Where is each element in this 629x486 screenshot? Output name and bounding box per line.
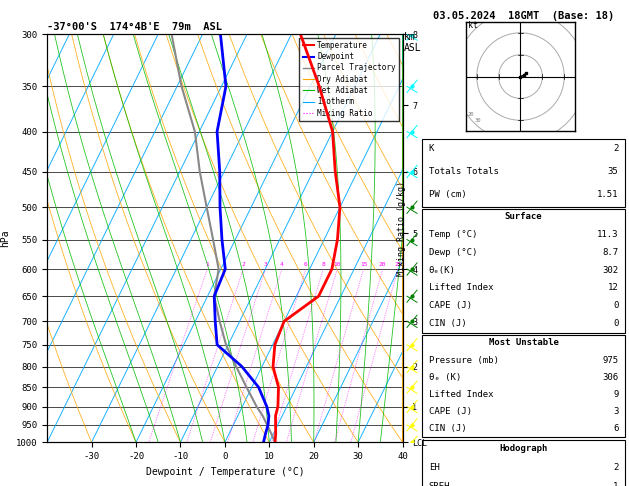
Text: 30: 30 xyxy=(474,119,481,123)
X-axis label: Dewpoint / Temperature (°C): Dewpoint / Temperature (°C) xyxy=(145,467,304,477)
Text: 11.3: 11.3 xyxy=(597,230,618,239)
Text: Totals Totals: Totals Totals xyxy=(429,167,499,176)
Text: CAPE (J): CAPE (J) xyxy=(429,406,472,416)
Text: 9: 9 xyxy=(613,389,618,399)
Text: PW (cm): PW (cm) xyxy=(429,190,467,199)
Text: 3: 3 xyxy=(613,406,618,416)
Text: 3: 3 xyxy=(264,262,267,267)
Text: Surface: Surface xyxy=(505,212,542,222)
Text: 2: 2 xyxy=(242,262,245,267)
Text: Temp (°C): Temp (°C) xyxy=(429,230,477,239)
Text: Mixing Ratio (g/kg): Mixing Ratio (g/kg) xyxy=(397,181,406,276)
Text: 1.51: 1.51 xyxy=(597,190,618,199)
Text: θₑ(K): θₑ(K) xyxy=(429,265,455,275)
Text: 6: 6 xyxy=(613,423,618,433)
Text: 20: 20 xyxy=(379,262,386,267)
Text: kt: kt xyxy=(468,21,478,31)
Text: Hodograph: Hodograph xyxy=(499,444,548,453)
Text: 12: 12 xyxy=(608,283,618,292)
Text: 35: 35 xyxy=(608,167,618,176)
Text: 6: 6 xyxy=(304,262,308,267)
Text: 15: 15 xyxy=(360,262,367,267)
Legend: Temperature, Dewpoint, Parcel Trajectory, Dry Adiabat, Wet Adiabat, Isotherm, Mi: Temperature, Dewpoint, Parcel Trajectory… xyxy=(299,38,399,121)
Text: ASL: ASL xyxy=(404,43,421,53)
Bar xyxy=(423,209,625,333)
Bar xyxy=(423,139,625,207)
Bar xyxy=(423,440,625,486)
Bar xyxy=(423,335,625,437)
Text: CIN (J): CIN (J) xyxy=(429,319,467,328)
Text: Pressure (mb): Pressure (mb) xyxy=(429,355,499,364)
Text: 0: 0 xyxy=(613,301,618,310)
Text: θₑ (K): θₑ (K) xyxy=(429,372,461,382)
Text: 03.05.2024  18GMT  (Base: 18): 03.05.2024 18GMT (Base: 18) xyxy=(433,11,615,21)
Text: EH: EH xyxy=(429,463,440,472)
Text: CAPE (J): CAPE (J) xyxy=(429,301,472,310)
Text: 2: 2 xyxy=(613,463,618,472)
Text: 2: 2 xyxy=(613,144,618,153)
Text: 1: 1 xyxy=(613,482,618,486)
Text: 8.7: 8.7 xyxy=(603,248,618,257)
Text: Lifted Index: Lifted Index xyxy=(429,389,493,399)
Y-axis label: hPa: hPa xyxy=(1,229,11,247)
Text: CIN (J): CIN (J) xyxy=(429,423,467,433)
Text: km: km xyxy=(404,32,416,42)
Text: 25: 25 xyxy=(394,262,402,267)
Text: 1: 1 xyxy=(206,262,209,267)
Text: -37°00'S  174°4B'E  79m  ASL: -37°00'S 174°4B'E 79m ASL xyxy=(47,22,222,32)
Text: Lifted Index: Lifted Index xyxy=(429,283,493,292)
Text: Most Unstable: Most Unstable xyxy=(489,338,559,347)
Text: 975: 975 xyxy=(603,355,618,364)
Text: 8: 8 xyxy=(321,262,325,267)
Text: 4: 4 xyxy=(280,262,284,267)
Text: 306: 306 xyxy=(603,372,618,382)
Text: K: K xyxy=(429,144,434,153)
Text: Dewp (°C): Dewp (°C) xyxy=(429,248,477,257)
Text: 20: 20 xyxy=(468,112,474,117)
Text: SREH: SREH xyxy=(429,482,450,486)
Text: 302: 302 xyxy=(603,265,618,275)
Text: 10: 10 xyxy=(333,262,341,267)
Text: 0: 0 xyxy=(613,319,618,328)
